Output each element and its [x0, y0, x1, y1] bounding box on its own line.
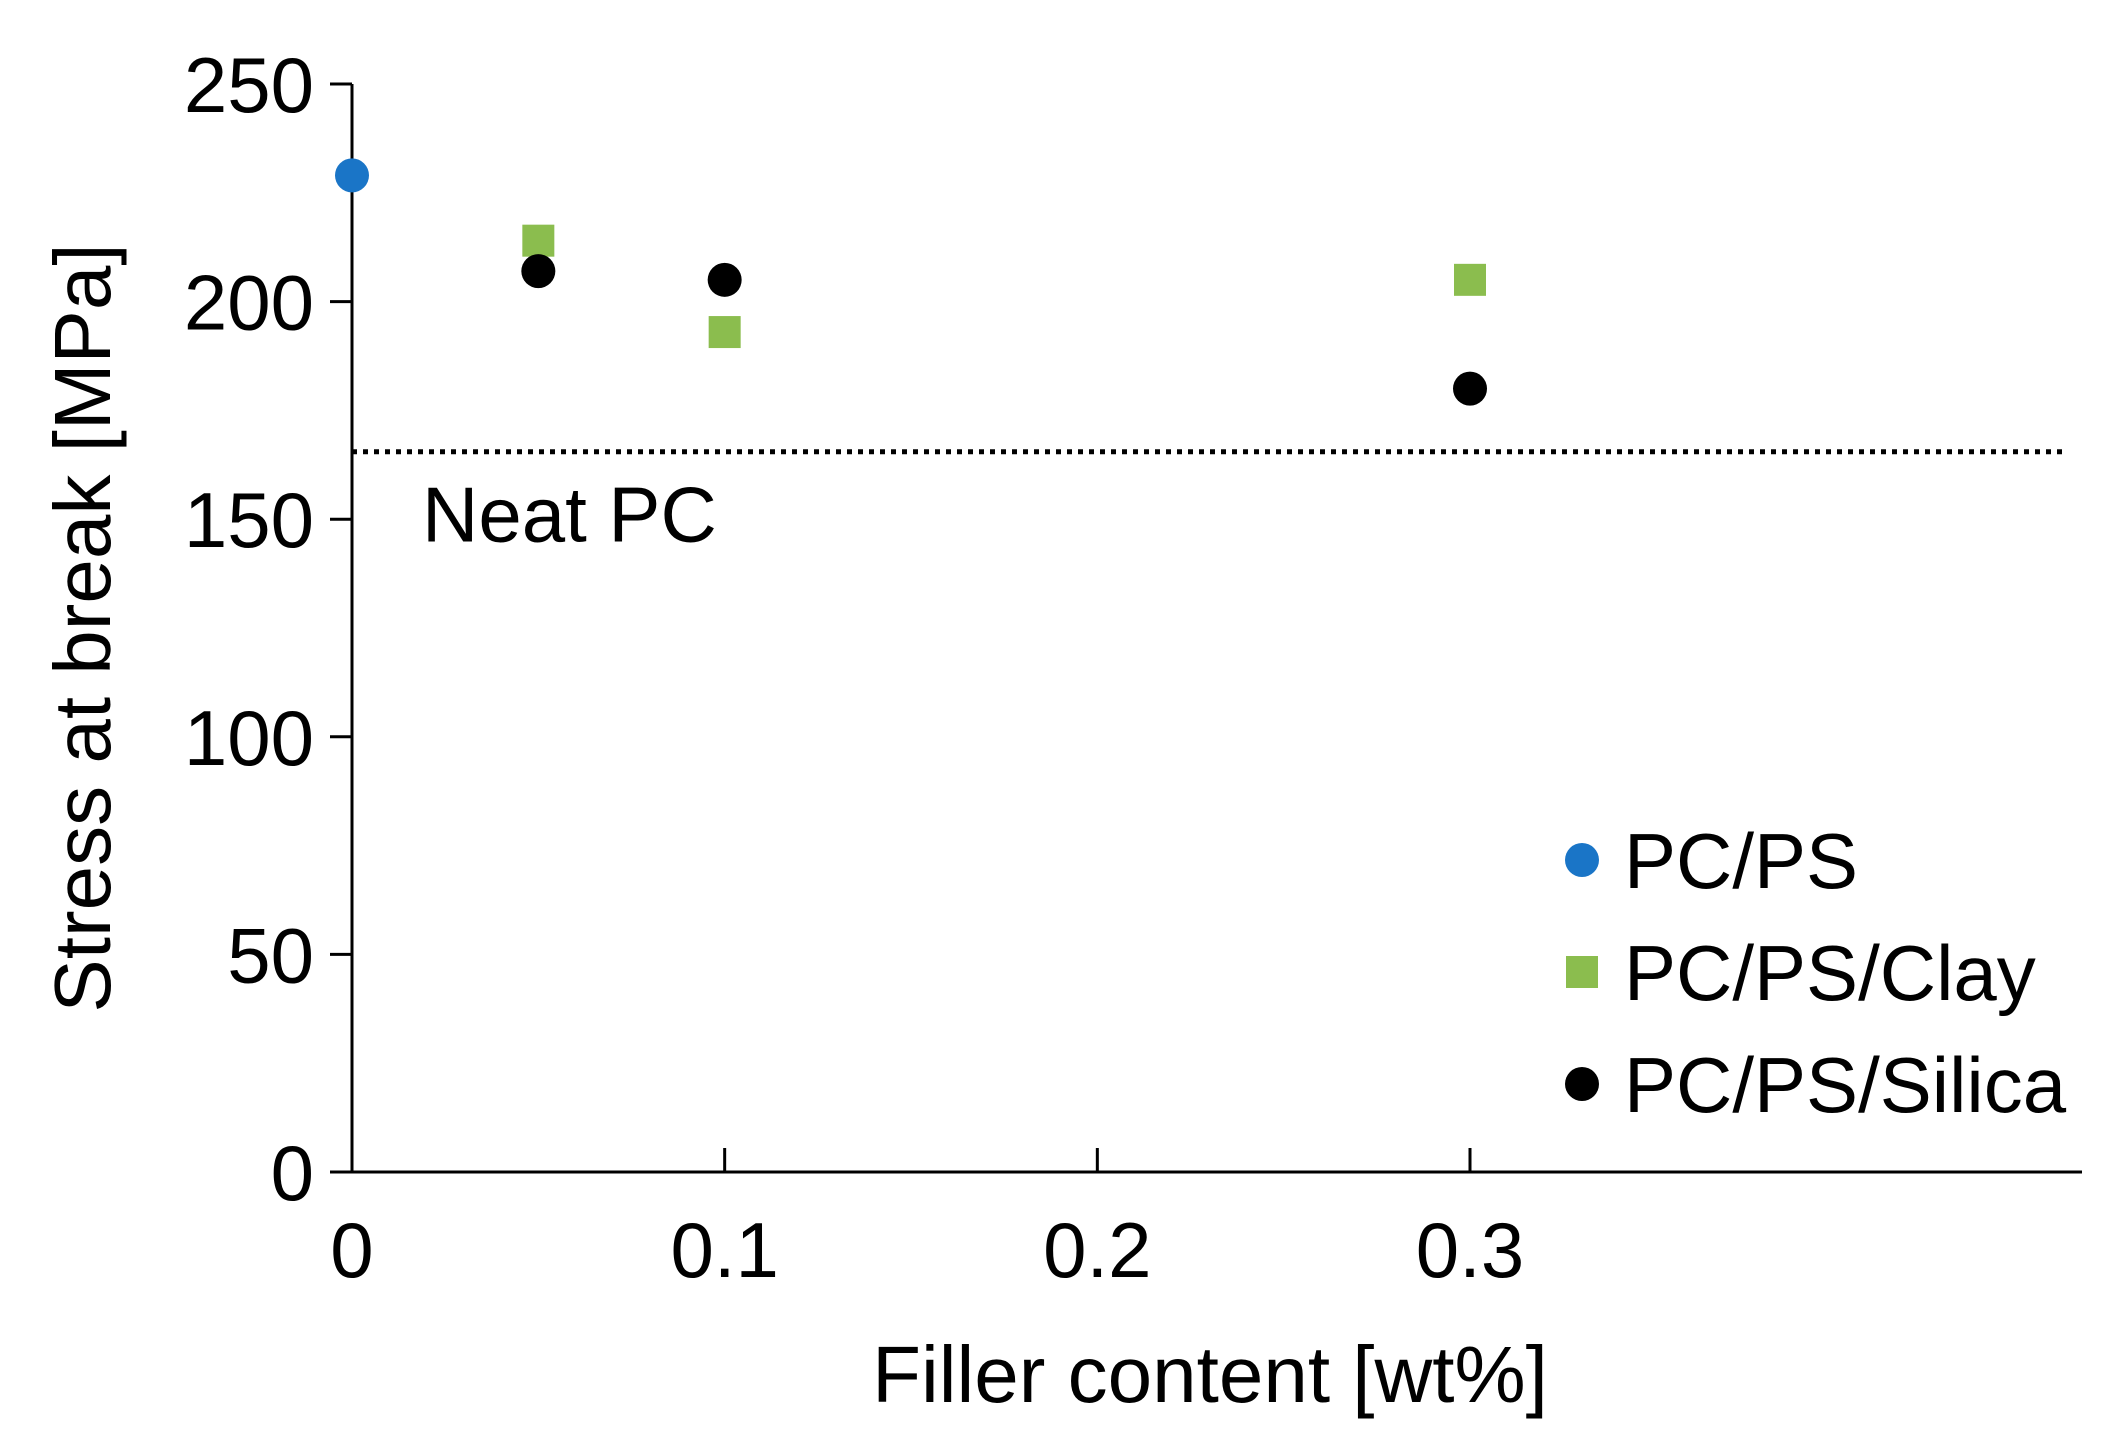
x-tick-label: 0	[330, 1206, 373, 1294]
legend-label: PC/PS/Silica	[1624, 1041, 2067, 1129]
point-pc-ps-silica	[707, 262, 742, 297]
legend: PC/PS PC/PS/Clay PC/PS/Silica	[1565, 817, 2067, 1129]
axes	[350, 84, 2082, 1174]
x-tick-label: 0.3	[1416, 1206, 1524, 1294]
x-ticks: 0 0.1 0.2 0.3	[330, 1148, 1524, 1294]
point-pc-ps	[335, 158, 369, 193]
legend-marker-circle	[1565, 1067, 1599, 1101]
legend-label: PC/PS/Clay	[1624, 929, 2036, 1017]
y-tick-label: 200	[184, 259, 314, 347]
legend-marker-square	[1566, 956, 1598, 988]
x-tick-label: 0.1	[670, 1206, 778, 1294]
legend-marker-circle	[1565, 843, 1599, 877]
point-pc-ps-silica	[521, 254, 556, 289]
y-ticks: 0 50 100 150 200 250	[184, 41, 352, 1217]
point-pc-ps-clay	[1454, 263, 1486, 296]
neat-pc-label: Neat PC	[422, 471, 717, 559]
x-tick-label: 0.2	[1043, 1206, 1151, 1294]
point-pc-ps-silica	[1453, 371, 1487, 406]
x-axis-title: Filler content [wt%]	[872, 1330, 1548, 1419]
point-pc-ps-clay	[708, 316, 741, 349]
data-points	[335, 158, 1487, 406]
y-axis-title: Stress at break [MPa]	[38, 243, 127, 1012]
y-tick-label: 150	[184, 476, 314, 564]
legend-label: PC/PS	[1624, 817, 1858, 905]
reference-lines: Neat PC	[352, 449, 2062, 559]
y-tick-label: 50	[227, 911, 314, 999]
y-tick-label: 100	[184, 694, 314, 782]
point-pc-ps-clay	[522, 224, 555, 257]
y-tick-label: 0	[271, 1129, 314, 1217]
y-tick-label: 250	[184, 41, 314, 129]
